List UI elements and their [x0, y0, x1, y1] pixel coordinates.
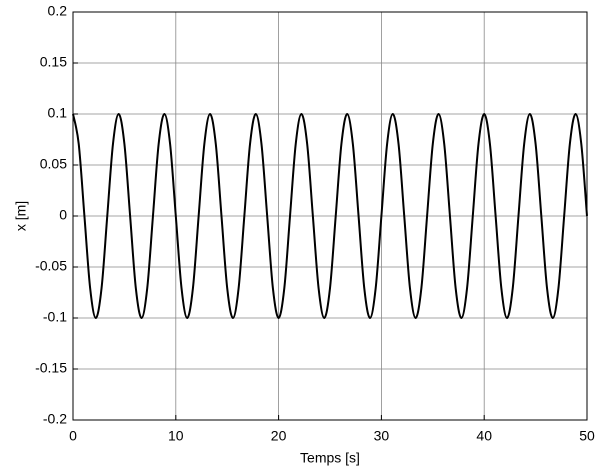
- y-tick-label: 0.15: [40, 54, 67, 70]
- x-tick-label: 30: [374, 428, 390, 444]
- y-tick-label: -0.05: [35, 258, 67, 274]
- x-tick-label: 0: [69, 428, 77, 444]
- y-tick-label: 0.1: [48, 105, 68, 121]
- x-tick-label: 10: [168, 428, 184, 444]
- x-axis-label: Temps [s]: [300, 450, 360, 466]
- plot-layer: [72, 112, 588, 320]
- x-tick-label: 50: [579, 428, 595, 444]
- axes-box: [72, 11, 588, 421]
- data-line: [72, 112, 588, 320]
- y-axis-label: x [m]: [13, 201, 29, 231]
- y-tick-label: 0.2: [48, 3, 68, 19]
- y-tick-label: 0: [59, 207, 67, 223]
- y-tick-label: -0.15: [35, 360, 67, 376]
- y-tick-label: -0.2: [43, 411, 67, 427]
- x-tick-label: 20: [271, 428, 287, 444]
- y-tick-label: -0.1: [43, 309, 67, 325]
- x-tick-label: 40: [476, 428, 492, 444]
- y-tick-label: 0.05: [40, 156, 67, 172]
